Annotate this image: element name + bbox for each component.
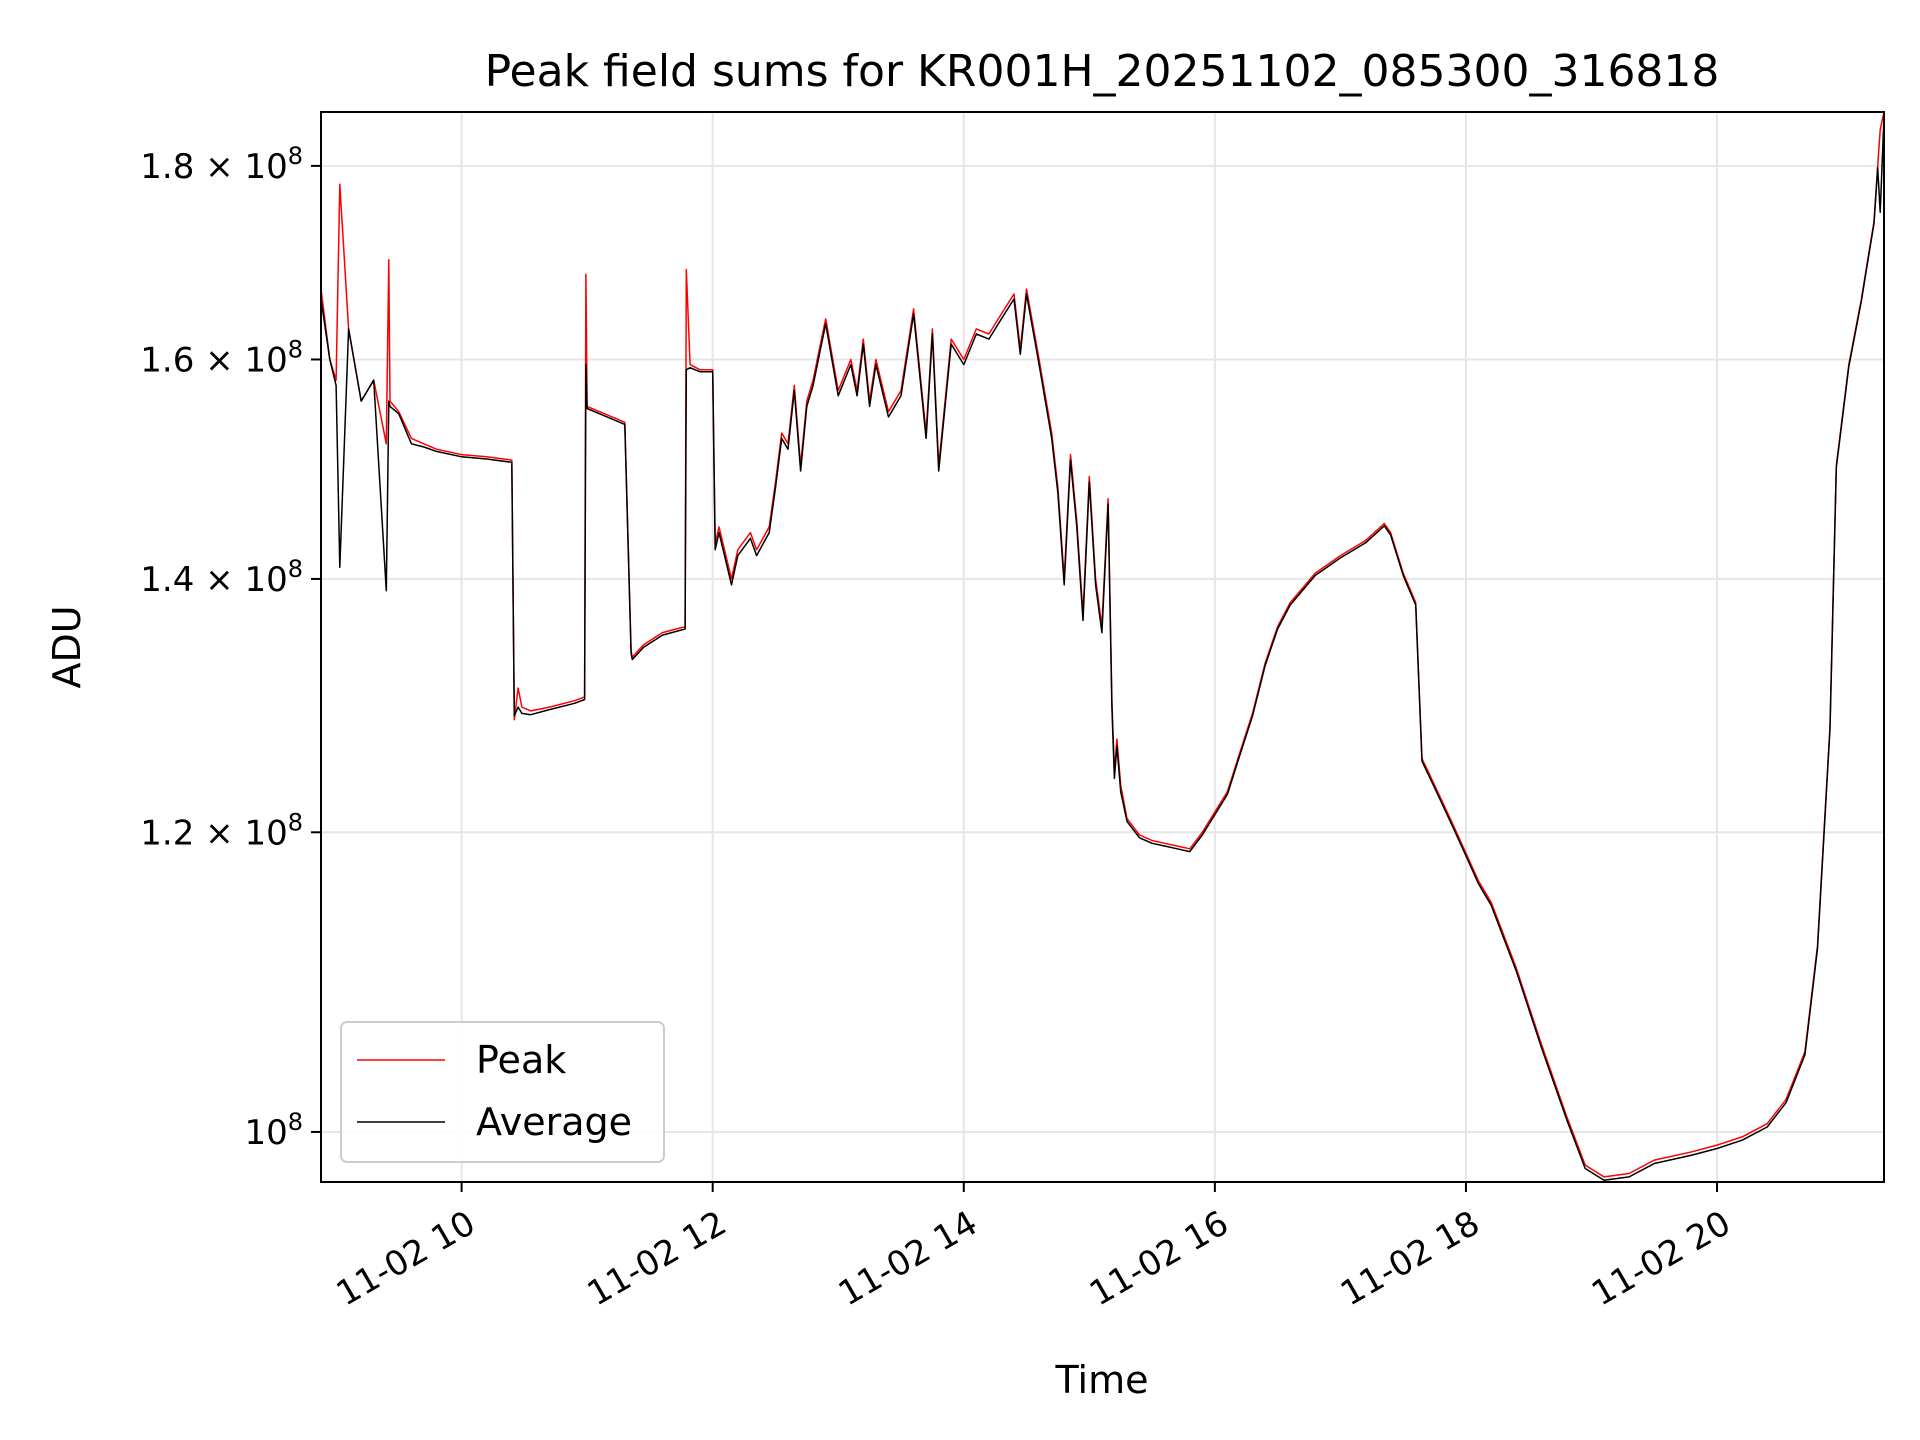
y-tick-label-part: 1.6 × bbox=[140, 340, 244, 380]
plot-frame bbox=[320, 111, 1885, 1183]
y-tick-label-part: 8 bbox=[288, 142, 303, 170]
y-tick-label-part: 10 bbox=[244, 147, 287, 187]
y-tick-label: 108 bbox=[244, 1108, 303, 1153]
y-tick-label-part: 1.8 × bbox=[140, 147, 244, 187]
plot-lines bbox=[320, 111, 1885, 1182]
y-tick-label: 1.6 × 108 bbox=[140, 335, 303, 380]
y-tick-label-part: 8 bbox=[288, 555, 303, 583]
chart-title: Peak field sums for KR001H_20251102_0853… bbox=[485, 46, 1720, 97]
legend-peak-label: Peak bbox=[476, 1038, 566, 1082]
legend: Peak Average bbox=[340, 1021, 665, 1163]
series-line-average bbox=[320, 116, 1885, 1182]
legend-box bbox=[340, 1021, 665, 1163]
y-tick-label: 1.4 × 108 bbox=[140, 555, 303, 600]
y-tick-label: 1.8 × 108 bbox=[140, 142, 303, 187]
y-tick-label-part: 8 bbox=[288, 1108, 303, 1136]
y-tick-label-part: 8 bbox=[288, 335, 303, 363]
y-tick-label-part: 8 bbox=[288, 808, 303, 836]
legend-average-label: Average bbox=[476, 1100, 632, 1144]
grid bbox=[321, 112, 1884, 1182]
x-axis-label: Time bbox=[1055, 1358, 1149, 1402]
y-tick-label-part: 1.4 × bbox=[140, 560, 244, 600]
y-tick-label-part: 10 bbox=[244, 1113, 287, 1153]
y-tick-label-part: 10 bbox=[244, 560, 287, 600]
y-tick-label-part: 10 bbox=[244, 340, 287, 380]
y-tick-label-part: 10 bbox=[244, 813, 287, 853]
y-tick-label: 1.2 × 108 bbox=[140, 808, 303, 853]
y-axis-label: ADU bbox=[45, 605, 89, 688]
y-tick-label-part: 1.2 × bbox=[140, 813, 244, 853]
